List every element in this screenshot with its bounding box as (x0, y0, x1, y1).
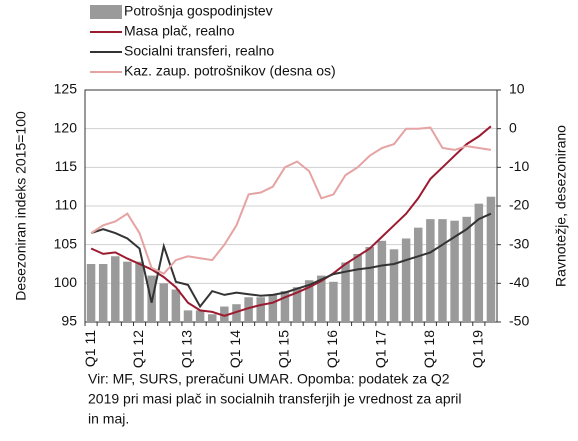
legend-label: Masa plač, realno (124, 23, 235, 39)
bar (256, 297, 265, 322)
bar (365, 246, 375, 322)
y2-tick-label: -50 (509, 313, 529, 329)
x-tick-label: Q1 11 (82, 330, 98, 367)
y2-axis-label: Ravnotežje, desezonirano (553, 125, 569, 287)
y-tick-label: 115 (55, 158, 78, 174)
bar (232, 304, 241, 322)
y-tick-label: 105 (54, 235, 78, 251)
bar (317, 275, 326, 322)
bar (135, 261, 144, 322)
y2-tick-label: 10 (509, 81, 525, 97)
y-tick-label: 95 (61, 313, 77, 329)
x-tick-label: Q1 19 (470, 330, 486, 368)
y-tick-label: 125 (54, 81, 78, 97)
note: in maj. (88, 411, 129, 427)
bar (401, 238, 411, 322)
y2-tick-label: -40 (509, 274, 529, 290)
bar (280, 291, 290, 322)
note: 2019 pri masi plač in socialnih transfer… (88, 391, 462, 407)
bar (304, 280, 314, 322)
bar (159, 283, 169, 322)
bar (220, 306, 229, 322)
bar (438, 219, 447, 322)
bar (341, 262, 350, 322)
bar (268, 294, 278, 322)
x-tick-label: Q1 17 (373, 330, 389, 368)
bar (450, 220, 459, 322)
bar (377, 240, 387, 322)
x-tick-label: Q1 18 (421, 330, 437, 368)
bar (111, 256, 120, 322)
bar (426, 219, 435, 322)
bar (486, 196, 496, 322)
bar (462, 216, 471, 322)
y-tick-label: 120 (54, 119, 78, 135)
bar (207, 314, 217, 322)
bar (353, 253, 362, 322)
y2-tick-label: 0 (509, 119, 517, 135)
x-tick-label: Q1 14 (227, 330, 243, 368)
x-tick-label: Q1 13 (179, 330, 195, 368)
bar (86, 264, 96, 322)
legend-swatch (90, 5, 122, 19)
bar (474, 203, 484, 322)
bar (171, 289, 181, 322)
line (90, 212, 492, 309)
bar (123, 261, 132, 322)
y2-tick-label: -10 (509, 158, 529, 174)
legend-label: Socialni transferi, realno (124, 43, 274, 59)
bar (195, 310, 205, 322)
x-tick-label: Q1 12 (130, 330, 146, 368)
bar (98, 264, 108, 322)
y-tick-label: 110 (55, 197, 78, 213)
line (90, 126, 492, 275)
note: Vir: MF, SURS, preračuni UMAR. Opomba: p… (88, 371, 450, 387)
bar (244, 297, 253, 322)
legend-label: Potrošnja gospodinjstev (124, 3, 273, 19)
y-tick-label: 100 (54, 274, 78, 290)
x-tick-label: Q1 16 (324, 330, 340, 368)
bar (292, 287, 302, 322)
y2-tick-label: -30 (509, 235, 529, 251)
bar (183, 310, 193, 322)
y-axis-label: Desezoniran indeks 2015=100 (13, 111, 29, 301)
bar (329, 281, 338, 322)
legend-label: Kaz. zaup. potrošnikov (desna os) (124, 63, 336, 79)
bar (389, 249, 399, 322)
bar (413, 227, 423, 322)
y2-tick-label: -20 (509, 197, 529, 213)
x-tick-label: Q1 15 (276, 330, 292, 368)
